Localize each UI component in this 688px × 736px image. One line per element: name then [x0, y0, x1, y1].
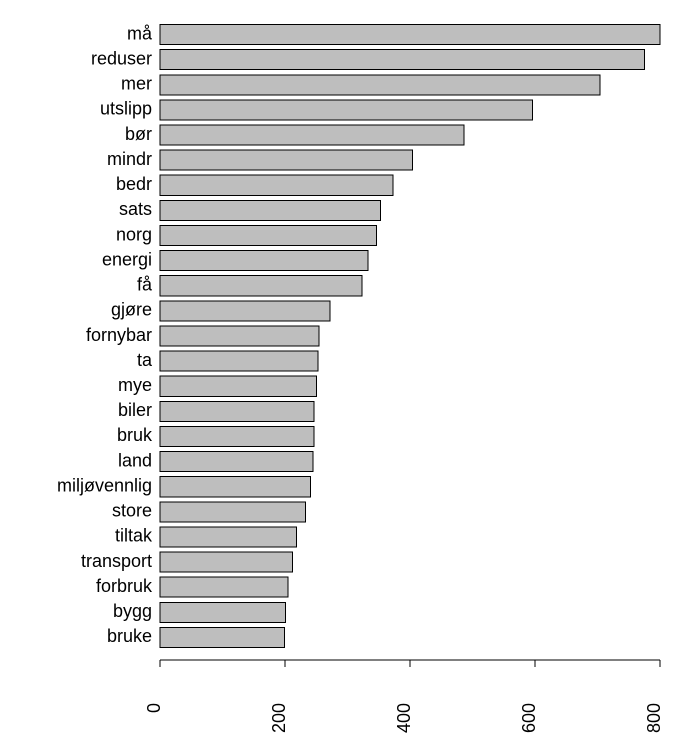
chart-container: må reduser mer utslipp bør mindr bedr sats norg e… [0, 0, 688, 736]
bar [160, 100, 533, 120]
bar [160, 225, 376, 245]
x-axis-label: 600 [519, 703, 539, 733]
y-axis-label: bygg [113, 601, 152, 621]
y-axis-label: bruk [117, 425, 153, 445]
y-axis-label: bruke [107, 626, 152, 646]
y-axis-label: få [137, 275, 153, 295]
bar [160, 50, 644, 70]
bar [160, 301, 330, 321]
y-axis-label: norg [116, 224, 152, 244]
bar [160, 351, 318, 371]
y-axis-label: mye [118, 375, 152, 395]
bar-chart: må reduser mer utslipp bør mindr bedr sats norg e… [0, 0, 688, 736]
y-axis-label: bedr [116, 174, 152, 194]
bar [160, 75, 600, 95]
bar [160, 251, 368, 271]
y-axis-label: sats [119, 199, 152, 219]
bar [160, 502, 306, 522]
bar [160, 376, 316, 396]
bar [160, 577, 288, 597]
y-axis-label: tiltak [115, 526, 153, 546]
x-axis-label: 0 [144, 703, 164, 713]
bar [160, 426, 314, 446]
bar [160, 477, 311, 497]
bar [160, 602, 286, 622]
bar [160, 401, 314, 421]
bar [160, 527, 296, 547]
y-axis-label: mindr [107, 149, 152, 169]
y-axis-label: ta [137, 350, 153, 370]
bar [160, 125, 464, 145]
bar [160, 627, 284, 647]
bar [160, 25, 660, 45]
x-axis-label: 400 [394, 703, 414, 733]
y-axis-label: fornybar [86, 325, 152, 345]
bar [160, 150, 413, 170]
y-axis-label: energi [102, 249, 152, 269]
bar [160, 200, 381, 220]
y-axis-label: bør [125, 124, 152, 144]
y-axis-label: miljøvennlig [57, 475, 152, 495]
y-axis-label: transport [81, 551, 152, 571]
x-axis-label: 800 [644, 703, 664, 733]
bar [160, 326, 319, 346]
y-axis-label: utslipp [100, 99, 152, 119]
bar [160, 276, 362, 296]
bar [160, 552, 293, 572]
y-axis-label: forbruk [96, 576, 153, 596]
y-axis-label: store [112, 501, 152, 521]
x-axis-label: 200 [269, 703, 289, 733]
y-axis-label: biler [118, 400, 152, 420]
y-axis-label: mer [121, 74, 152, 94]
y-axis-label: land [118, 450, 152, 470]
bar [160, 452, 313, 472]
y-axis-label: gjøre [111, 300, 152, 320]
y-axis-label: reduser [91, 48, 152, 68]
bar [160, 175, 393, 195]
y-axis-label: må [127, 23, 153, 43]
